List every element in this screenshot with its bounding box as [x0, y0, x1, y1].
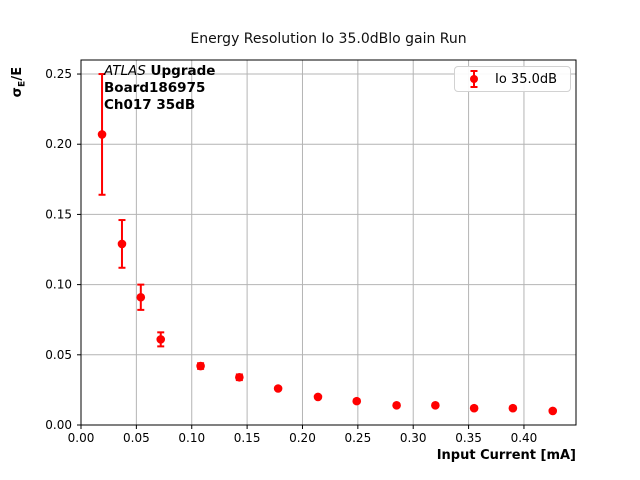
data-point [136, 292, 146, 302]
data-point [392, 401, 401, 410]
gridlines [80, 60, 576, 426]
x-tick-label: 0.20 [289, 431, 316, 445]
x-tick-label: 0.35 [455, 431, 482, 445]
x-axis-ticks [80, 425, 525, 429]
error-bars [98, 73, 557, 414]
x-tick-label: 0.25 [344, 431, 371, 445]
x-tick-label: 0.00 [68, 431, 95, 445]
x-tick-label: 0.10 [178, 431, 205, 445]
y-label-rest: /E [10, 66, 25, 81]
y-tick-label: 0.10 [45, 278, 72, 292]
x-tick-label: 0.30 [400, 431, 427, 445]
data-point [431, 401, 440, 410]
data-point [508, 403, 518, 413]
legend-box: Io 35.0dB [454, 66, 571, 92]
y-tick-label: 0.25 [45, 67, 72, 81]
data-point [97, 130, 107, 139]
x-tick-label: 0.05 [123, 431, 150, 445]
y-tick-label: 0.15 [45, 207, 72, 221]
data-point [469, 403, 479, 413]
legend-entry-label: Io 35.0dB [495, 71, 558, 87]
y-axis-ticks [77, 73, 81, 426]
y-tick-label: 0.05 [45, 348, 72, 362]
y-axis-label: σE/E [10, 52, 32, 112]
data-point [313, 392, 323, 402]
x-tick-label: 0.40 [511, 431, 538, 445]
data-point [548, 406, 558, 416]
data-point [117, 239, 127, 249]
y-tick-labels: 0.00 0.05 0.10 0.15 0.20 0.25 [45, 67, 72, 432]
y-tick-label: 0.00 [45, 418, 72, 432]
data-points [97, 130, 558, 416]
data-point [352, 396, 362, 406]
annotation-upgrade: Upgrade [145, 63, 216, 79]
annotation-atlas: ATLAS [104, 63, 146, 79]
data-point [156, 335, 166, 344]
y-label-subscript: E [17, 80, 28, 88]
y-tick-label: 0.20 [45, 137, 72, 151]
annotation-line-2: Board186975 [104, 80, 206, 96]
data-point [235, 372, 244, 382]
plot-frame [80, 59, 577, 426]
annotation-line-1: ATLAS Upgrade [104, 63, 215, 80]
y-label-sigma: σ [10, 87, 25, 98]
annotation-line-3: Ch017 35dB [104, 97, 196, 113]
legend-errorbar-marker [470, 70, 478, 88]
x-tick-labels: 0.00 0.05 0.10 0.15 0.20 0.25 0.30 0.35 0.40 [68, 431, 538, 445]
annotation-text: ATLAS Upgrade Board186975 Ch017 35dB [104, 63, 215, 114]
x-tick-label: 0.15 [234, 431, 261, 445]
x-axis-label: Input Current [mA] [436, 448, 576, 463]
data-point [196, 361, 205, 371]
chart-title: Energy Resolution Io 35.0dBlo gain Run [190, 31, 467, 47]
data-point [273, 384, 283, 393]
